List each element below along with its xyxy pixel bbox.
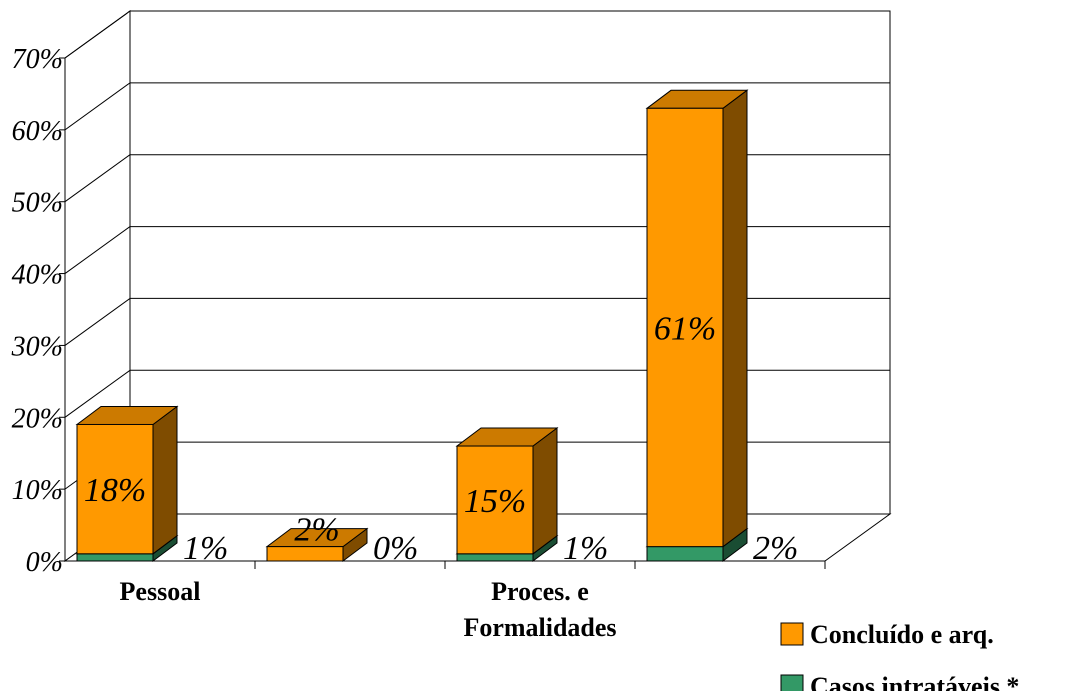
legend-swatch <box>780 674 804 696</box>
bar-green-2-front <box>456 553 534 562</box>
y-tick-label: 70% <box>12 44 63 75</box>
data-label-green: 1% <box>183 530 228 567</box>
data-label-green: 0% <box>373 530 418 567</box>
bar-orange-1 <box>265 527 369 562</box>
data-label-green: 1% <box>563 530 608 567</box>
bar-green-3-front <box>646 546 724 562</box>
x-category-label: Proces. e <box>491 577 589 606</box>
bar-orange-0-side <box>152 405 178 555</box>
bar-orange-0-front <box>76 423 154 555</box>
gridline-side <box>64 82 131 131</box>
bar-orange-2 <box>455 427 559 555</box>
bar-orange-3 <box>645 89 749 548</box>
gridline-side <box>64 298 131 346</box>
legend: Concluído e arq. Casos intratáveis * <box>780 620 1019 696</box>
bar-orange-3-front <box>646 107 724 548</box>
legend-label: Concluído e arq. <box>810 620 994 649</box>
bar-green-0-front <box>76 553 154 562</box>
gridline-side <box>64 369 131 418</box>
data-label-orange: 61% <box>654 310 716 347</box>
bar-orange-2-side <box>532 427 558 555</box>
bar-orange-2-front <box>456 445 534 555</box>
legend-swatch <box>780 622 804 646</box>
data-label-orange: 15% <box>464 483 526 520</box>
gridline-side <box>64 10 131 59</box>
y-tick-label: 10% <box>12 475 63 506</box>
data-label-green: 2% <box>753 530 798 567</box>
x-category-label: Pessoal <box>120 577 201 606</box>
legend-label: Casos intratáveis * <box>810 672 1019 691</box>
data-label-orange: 18% <box>84 472 146 509</box>
x-category-label: Formalidades <box>463 613 616 642</box>
gridline-side <box>64 226 131 274</box>
y-tick-label: 30% <box>11 331 63 362</box>
bar-orange-3-side <box>722 89 748 548</box>
bar-orange-1-front <box>266 546 344 562</box>
y-tick-label: 50% <box>12 188 63 219</box>
data-label-orange: 2% <box>294 512 339 549</box>
y-tick-label: 40% <box>12 260 63 291</box>
y-tick-label: 20% <box>12 403 63 434</box>
y-tick-label: 60% <box>12 116 63 147</box>
bar-orange-0 <box>75 405 179 555</box>
gridline-side <box>64 154 131 203</box>
y-tick-label: 0% <box>26 547 63 578</box>
